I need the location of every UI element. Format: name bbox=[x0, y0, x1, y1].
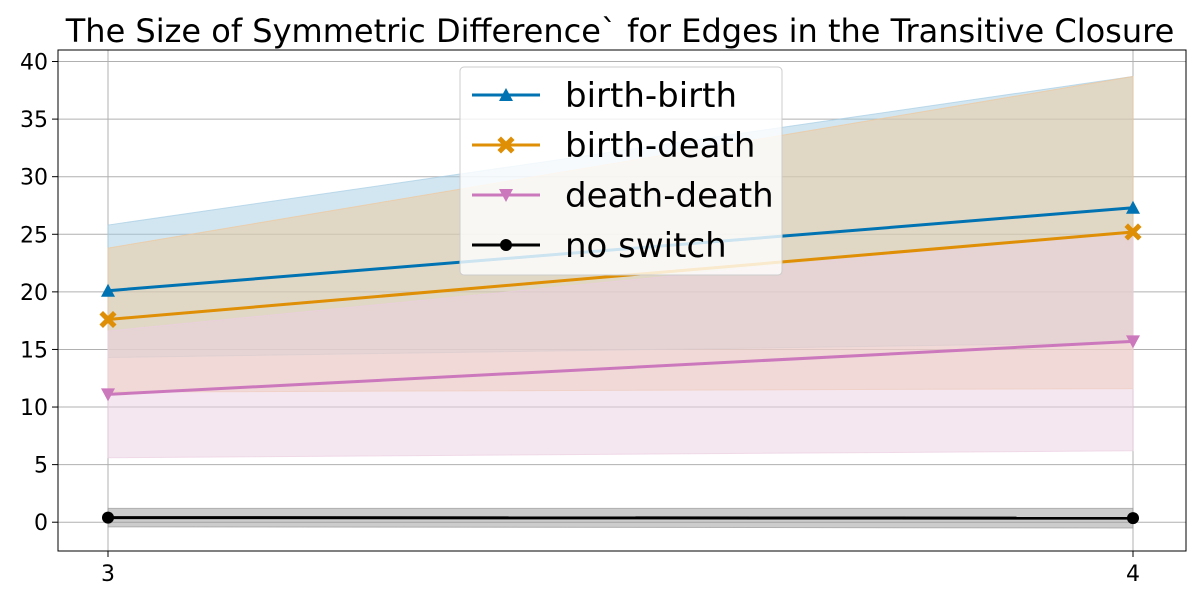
point-death-death bbox=[101, 388, 115, 402]
y-tick-label: 30 bbox=[20, 166, 48, 191]
y-tick-label: 35 bbox=[20, 108, 48, 133]
legend-label-birth-birth: birth-birth bbox=[565, 76, 737, 116]
y-tick-label: 10 bbox=[20, 396, 48, 421]
point-birth-death bbox=[99, 310, 117, 329]
x-tick-label: 4 bbox=[1126, 562, 1140, 587]
legend-label-birth-death: birth-death bbox=[565, 126, 755, 166]
series-line-death-death bbox=[107, 339, 1134, 396]
series-markers bbox=[99, 200, 1142, 525]
point-no-switch bbox=[102, 511, 114, 524]
point-death-death bbox=[1126, 335, 1140, 349]
legend-label-no-switch: no switch bbox=[565, 226, 727, 266]
plot-frame bbox=[57, 49, 1187, 552]
x-tick-label: 3 bbox=[101, 562, 115, 587]
legend-marker-death-death bbox=[499, 189, 513, 202]
legend: birth-birth birth-death death-death no swit… bbox=[459, 66, 783, 276]
series-line-birth-death bbox=[107, 230, 1134, 321]
band-death-death bbox=[107, 230, 1134, 459]
chart-title: The Size of Symmetric Difference` for Ed… bbox=[65, 12, 1175, 50]
y-tick-label: 5 bbox=[34, 454, 48, 479]
point-birth-death bbox=[1124, 223, 1142, 241]
y-tick-label: 0 bbox=[34, 511, 48, 536]
legend-marker-birth-birth bbox=[499, 88, 513, 101]
series-line-no-switch bbox=[107, 516, 1134, 520]
legend-marker-no-switch bbox=[500, 239, 512, 251]
point-birth-birth bbox=[101, 283, 115, 297]
legend-marker-birth-death bbox=[497, 136, 515, 154]
legend-box bbox=[459, 66, 783, 276]
legend-label-death-death: death-death bbox=[565, 176, 774, 216]
axis-ticks: 0 5 10 15 20 25 30 35 40 3 4 bbox=[20, 51, 1140, 587]
y-tick-label: 25 bbox=[20, 223, 48, 248]
y-tick-label: 15 bbox=[20, 338, 48, 363]
y-tick-label: 40 bbox=[20, 51, 48, 76]
y-tick-label: 20 bbox=[20, 281, 48, 306]
point-no-switch bbox=[1127, 512, 1139, 525]
point-birth-birth bbox=[1126, 200, 1140, 214]
